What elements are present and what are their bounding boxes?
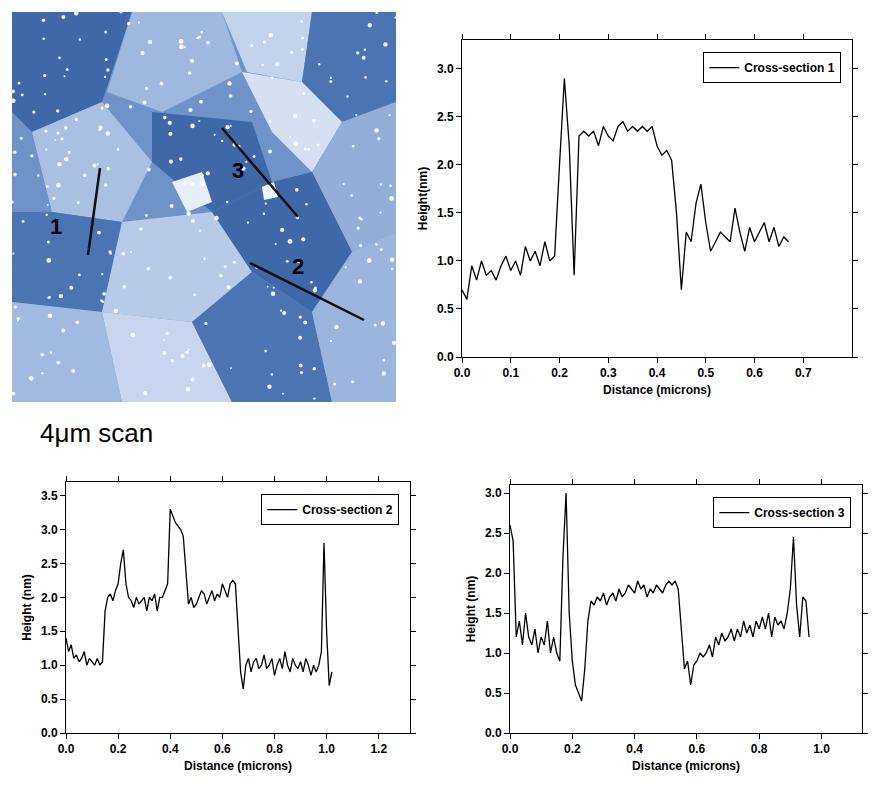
svg-text:1.5: 1.5 bbox=[437, 206, 454, 220]
svg-text:0.2: 0.2 bbox=[564, 742, 581, 756]
svg-text:0.6: 0.6 bbox=[689, 742, 706, 756]
svg-text:0.5: 0.5 bbox=[485, 686, 502, 700]
svg-text:1.0: 1.0 bbox=[41, 658, 58, 672]
svg-text:1.0: 1.0 bbox=[485, 646, 502, 660]
svg-text:2: 2 bbox=[292, 254, 304, 279]
svg-text:3: 3 bbox=[232, 158, 244, 183]
svg-text:Cross-section 2: Cross-section 2 bbox=[302, 503, 392, 517]
svg-text:0.1: 0.1 bbox=[502, 366, 519, 380]
svg-text:2.0: 2.0 bbox=[41, 591, 58, 605]
svg-text:Distance (microns): Distance (microns) bbox=[632, 759, 740, 773]
svg-text:1: 1 bbox=[50, 214, 62, 239]
svg-text:0.5: 0.5 bbox=[697, 366, 714, 380]
svg-text:Distance (microns): Distance (microns) bbox=[603, 383, 711, 397]
svg-text:Height(nm): Height(nm) bbox=[416, 167, 430, 230]
svg-text:0.5: 0.5 bbox=[437, 302, 454, 316]
svg-text:1.2: 1.2 bbox=[370, 742, 387, 756]
svg-text:Cross-section 1: Cross-section 1 bbox=[744, 61, 834, 75]
svg-text:1.0: 1.0 bbox=[813, 742, 830, 756]
svg-text:Cross-section 3: Cross-section 3 bbox=[754, 506, 844, 520]
svg-text:0.0: 0.0 bbox=[58, 742, 75, 756]
svg-text:0.2: 0.2 bbox=[110, 742, 127, 756]
svg-text:Height (nm): Height (nm) bbox=[20, 574, 34, 641]
svg-text:0.7: 0.7 bbox=[795, 366, 812, 380]
svg-text:2.5: 2.5 bbox=[41, 557, 58, 571]
svg-text:3.0: 3.0 bbox=[485, 486, 502, 500]
svg-text:1.5: 1.5 bbox=[41, 624, 58, 638]
svg-text:0.4: 0.4 bbox=[626, 742, 643, 756]
svg-text:0.3: 0.3 bbox=[600, 366, 617, 380]
svg-text:2.0: 2.0 bbox=[437, 158, 454, 172]
svg-text:0.6: 0.6 bbox=[746, 366, 763, 380]
svg-text:0.0: 0.0 bbox=[502, 742, 519, 756]
svg-text:1.0: 1.0 bbox=[318, 742, 335, 756]
svg-text:1.5: 1.5 bbox=[485, 606, 502, 620]
svg-text:3.5: 3.5 bbox=[41, 489, 58, 503]
svg-text:1.0: 1.0 bbox=[437, 254, 454, 268]
svg-text:0.6: 0.6 bbox=[214, 742, 231, 756]
svg-text:0.0: 0.0 bbox=[437, 350, 454, 364]
svg-text:0.0: 0.0 bbox=[454, 366, 471, 380]
html-text:4μm scan: 4μm scan bbox=[40, 418, 154, 448]
svg-text:0.0: 0.0 bbox=[485, 726, 502, 740]
svg-text:0.4: 0.4 bbox=[162, 742, 179, 756]
svg-text:0.8: 0.8 bbox=[751, 742, 768, 756]
svg-text:3.0: 3.0 bbox=[437, 62, 454, 76]
svg-text:2.0: 2.0 bbox=[485, 566, 502, 580]
svg-text:0.5: 0.5 bbox=[41, 692, 58, 706]
svg-text:0.0: 0.0 bbox=[41, 726, 58, 740]
svg-text:Height (nm): Height (nm) bbox=[464, 576, 478, 643]
svg-text:0.4: 0.4 bbox=[649, 366, 666, 380]
svg-text:0.2: 0.2 bbox=[551, 366, 568, 380]
svg-text:2.5: 2.5 bbox=[485, 526, 502, 540]
svg-text:3.0: 3.0 bbox=[41, 523, 58, 537]
svg-text:0.8: 0.8 bbox=[266, 742, 283, 756]
svg-text:2.5: 2.5 bbox=[437, 110, 454, 124]
svg-text:Distance (microns): Distance (microns) bbox=[184, 759, 292, 773]
